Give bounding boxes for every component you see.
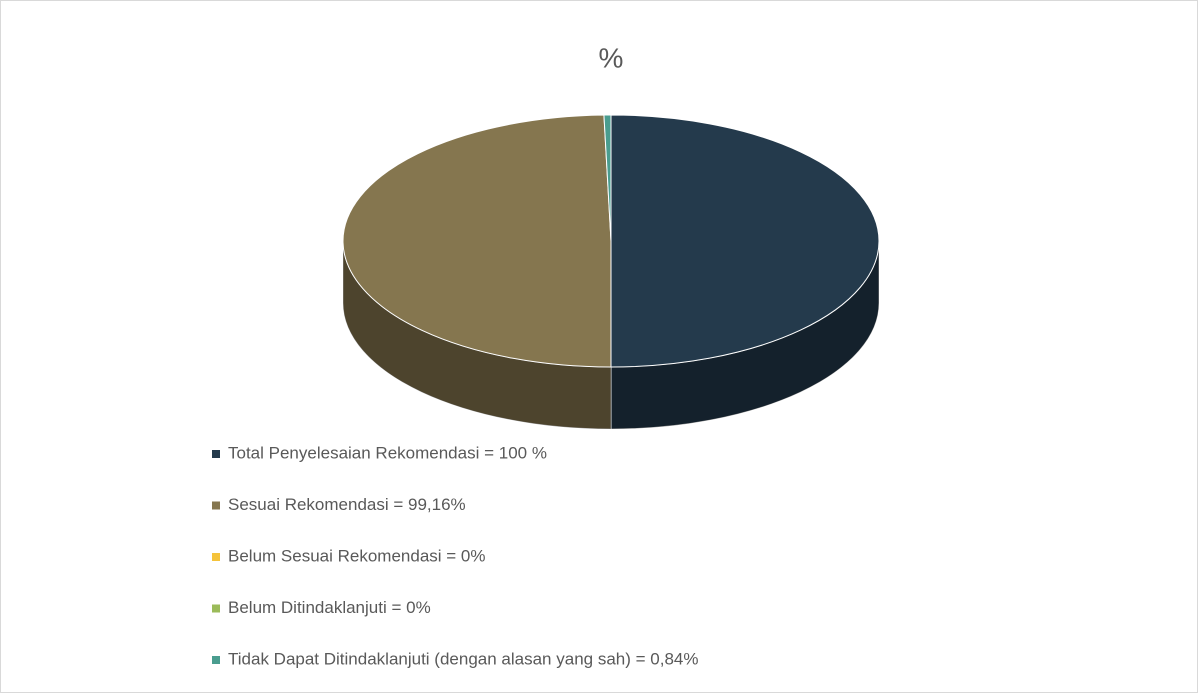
legend-swatch	[212, 501, 220, 510]
chart-title: %	[599, 42, 624, 73]
legend-swatch	[212, 604, 220, 613]
legend-swatch	[212, 656, 220, 664]
legend-swatch	[212, 450, 220, 458]
pie-side-shade	[343, 241, 611, 429]
pie-slice	[610, 114, 880, 368]
pie-side-shade	[611, 241, 879, 429]
legend-label: Sesuai Rekomendasi = 99,16%	[228, 495, 466, 514]
legend-label: Total Penyelesaian Rekomendasi = 100 %	[228, 443, 547, 462]
legend-label: Belum Sesuai Rekomendasi = 0%	[228, 546, 486, 565]
legend-swatch	[212, 553, 220, 561]
legend-label: Belum Ditindaklanjuti = 0%	[228, 598, 431, 617]
pie-slice	[603, 114, 612, 242]
legend-label: Tidak Dapat Ditindaklanjuti (dengan alas…	[228, 649, 698, 668]
pie-slice	[342, 114, 612, 368]
